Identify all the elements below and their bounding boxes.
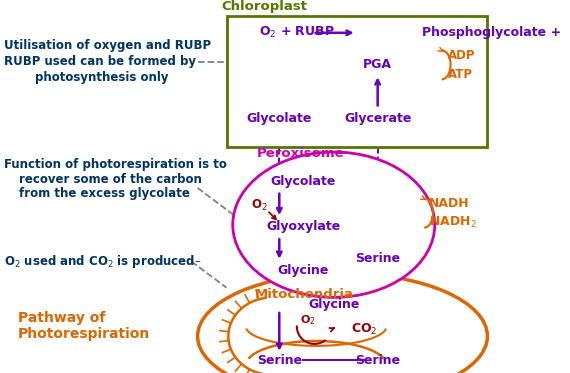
Text: Mitochondria: Mitochondria — [255, 288, 354, 301]
Text: Glycolate: Glycolate — [270, 175, 336, 188]
Bar — [227, 16, 487, 147]
Text: Peroxisome: Peroxisome — [256, 147, 344, 160]
Text: NADH$_2$: NADH$_2$ — [429, 215, 477, 230]
Text: Pathway of: Pathway of — [18, 311, 105, 325]
Ellipse shape — [233, 152, 435, 297]
Text: from the excess glycolate: from the excess glycolate — [19, 187, 190, 200]
Text: Glycolate: Glycolate — [247, 112, 312, 125]
Text: Chloroplast: Chloroplast — [221, 0, 307, 13]
Text: O$_2$ used and CO$_2$ is produced–: O$_2$ used and CO$_2$ is produced– — [5, 253, 202, 270]
Text: recover some of the carbon: recover some of the carbon — [19, 173, 202, 186]
Text: Serine: Serine — [355, 252, 400, 265]
Text: Serine: Serine — [355, 354, 400, 367]
Text: O$_2$: O$_2$ — [251, 198, 267, 213]
Text: PGA: PGA — [363, 58, 392, 71]
Ellipse shape — [198, 273, 487, 373]
Text: RUBP used can be formed by: RUBP used can be formed by — [5, 55, 197, 68]
Text: Phosphoglycolate +: Phosphoglycolate + — [422, 26, 561, 39]
Text: NADH: NADH — [429, 197, 469, 210]
Text: O$_2$: O$_2$ — [300, 313, 315, 327]
Text: Utilisation of oxygen and RUBP: Utilisation of oxygen and RUBP — [5, 39, 211, 52]
Text: CO$_2$: CO$_2$ — [351, 322, 378, 337]
Text: O$_2$ + RUBP: O$_2$ + RUBP — [259, 25, 335, 40]
Text: Photorespiration: Photorespiration — [18, 327, 150, 341]
Text: Function of photorespiration is to: Function of photorespiration is to — [5, 158, 227, 171]
Text: Glycerate: Glycerate — [344, 112, 412, 125]
Text: ADP: ADP — [448, 48, 475, 62]
Text: Serine: Serine — [256, 354, 302, 367]
Text: Glycine: Glycine — [308, 298, 360, 311]
Text: Glycine: Glycine — [278, 264, 329, 277]
Text: ATP: ATP — [448, 68, 473, 81]
Text: Glyoxylate: Glyoxylate — [266, 220, 340, 233]
Text: photosynthesis only: photosynthesis only — [35, 71, 169, 84]
